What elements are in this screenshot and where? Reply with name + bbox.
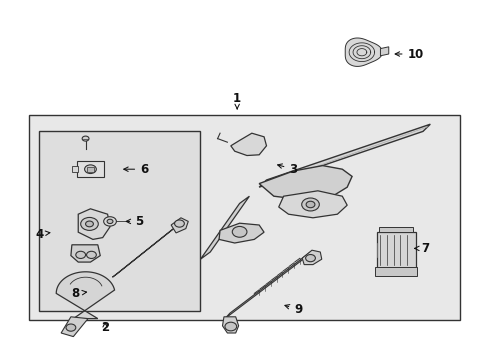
Polygon shape — [222, 317, 238, 333]
Circle shape — [76, 251, 85, 258]
Circle shape — [84, 165, 96, 174]
Text: 1: 1 — [233, 93, 241, 109]
Polygon shape — [380, 47, 388, 56]
Circle shape — [66, 324, 76, 331]
Text: 8: 8 — [72, 287, 86, 300]
Polygon shape — [200, 196, 249, 259]
Circle shape — [301, 198, 319, 211]
Circle shape — [85, 221, 93, 227]
Polygon shape — [219, 223, 264, 243]
Polygon shape — [112, 227, 176, 277]
Polygon shape — [302, 250, 321, 265]
Polygon shape — [259, 124, 429, 187]
Polygon shape — [230, 133, 266, 156]
Circle shape — [81, 217, 98, 230]
Polygon shape — [78, 209, 110, 239]
Text: 7: 7 — [414, 242, 428, 255]
Circle shape — [224, 322, 236, 331]
Circle shape — [232, 226, 246, 237]
Bar — [378, 227, 412, 232]
Polygon shape — [71, 245, 100, 262]
Text: 9: 9 — [285, 303, 302, 316]
Text: 10: 10 — [394, 48, 423, 60]
Polygon shape — [345, 38, 382, 66]
Bar — [72, 166, 78, 172]
Polygon shape — [56, 272, 114, 319]
Bar — [39, 131, 200, 311]
Circle shape — [107, 219, 113, 224]
Bar — [374, 267, 416, 276]
Polygon shape — [61, 317, 88, 337]
Text: 6: 6 — [123, 163, 148, 176]
Bar — [77, 161, 104, 177]
Circle shape — [82, 136, 89, 141]
Polygon shape — [171, 218, 188, 233]
Polygon shape — [224, 252, 310, 319]
Circle shape — [86, 251, 96, 258]
Circle shape — [174, 220, 184, 227]
Bar — [29, 115, 459, 320]
Polygon shape — [259, 166, 351, 200]
Text: 2: 2 — [101, 321, 109, 334]
Bar — [87, 167, 94, 172]
Circle shape — [305, 255, 315, 262]
Text: 4: 4 — [35, 228, 50, 240]
Text: 3: 3 — [277, 163, 297, 176]
Bar — [376, 232, 415, 268]
Circle shape — [103, 217, 116, 226]
Circle shape — [305, 201, 314, 208]
Polygon shape — [278, 191, 346, 218]
Text: 5: 5 — [126, 215, 143, 228]
